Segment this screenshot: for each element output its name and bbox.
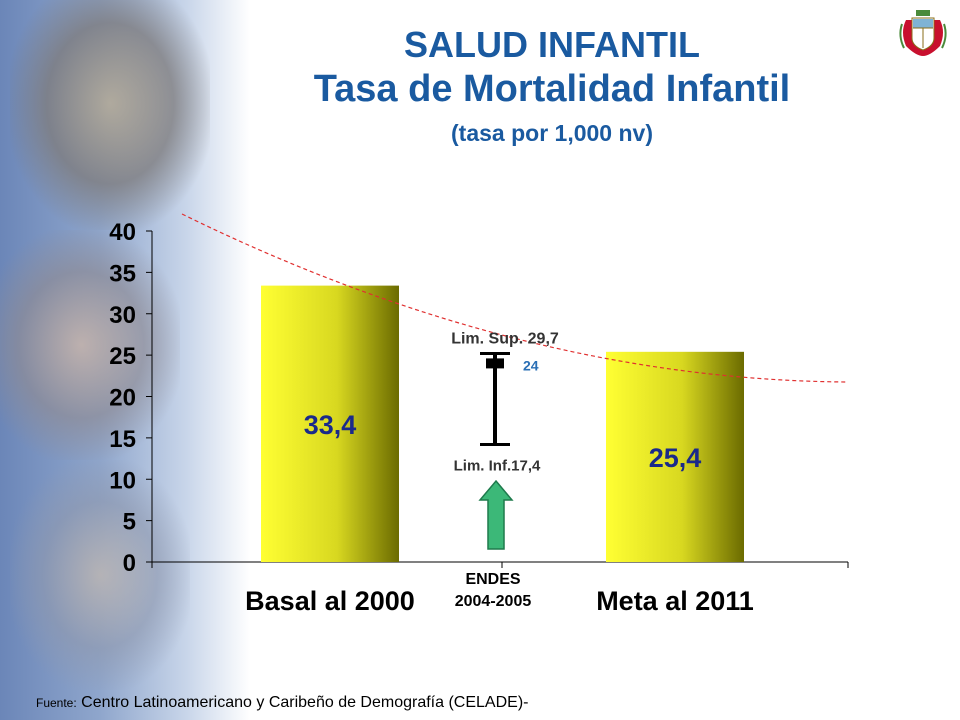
- estimate-category-label: 2004-2005: [455, 593, 532, 610]
- y-tick-label: 20: [109, 385, 136, 412]
- y-tick-label: 10: [109, 467, 136, 494]
- y-tick-label: 0: [123, 550, 136, 577]
- source-note: Fuente: Centro Latinoamericano y Caribeñ…: [36, 694, 528, 712]
- y-tick-label: 35: [109, 260, 136, 287]
- coat-of-arms-icon: [899, 10, 947, 56]
- bar: [606, 351, 744, 562]
- bar-value-label: 33,4: [304, 410, 357, 440]
- unit-label: (tasa por 1,000 nv): [451, 120, 653, 146]
- bar-value-label: 25,4: [649, 443, 702, 473]
- up-arrow-icon: [478, 479, 514, 550]
- y-tick-label: 5: [123, 509, 136, 536]
- source-label: Fuente:: [36, 696, 77, 710]
- estimate-marker: [478, 351, 514, 550]
- side-photo-panel: [0, 0, 250, 720]
- estimate-value-label: 24: [523, 357, 539, 373]
- estimate-point: [486, 358, 504, 369]
- source-text: Centro Latinoamericano y Caribeño de Dem…: [81, 694, 529, 711]
- child-photo-middle: [0, 230, 180, 460]
- y-tick-label: 25: [109, 343, 136, 370]
- y-tick-label: 30: [109, 302, 136, 329]
- category-label: Basal al 2000: [245, 586, 415, 616]
- y-tick-label: 15: [109, 426, 136, 453]
- y-tick-label: 40: [109, 219, 136, 246]
- chart-bars: [261, 285, 744, 562]
- upper-limit-label: Lim. Sup. 29,7: [451, 330, 559, 347]
- child-photo-top: [10, 0, 210, 230]
- chart-labels: 33,4 Basal al 2000 25,4 Meta al 2011 24 Lim. …: [245, 330, 754, 616]
- category-label: Meta al 2011: [596, 586, 754, 616]
- bar: [261, 285, 399, 562]
- slide-title: SALUD INFANTIL: [404, 24, 700, 65]
- trend-line: [181, 213, 849, 383]
- lower-limit-label: Lim. Inf.17,4: [454, 457, 541, 474]
- estimate-category-label: ENDES: [465, 571, 520, 588]
- child-photo-bottom: [10, 460, 190, 690]
- trend-line-path: [181, 213, 849, 383]
- slide-subtitle: Tasa de Mortalidad Infantil: [313, 68, 791, 110]
- chart-axes: 0 5 10 15 20 25 30 35 40: [109, 219, 849, 577]
